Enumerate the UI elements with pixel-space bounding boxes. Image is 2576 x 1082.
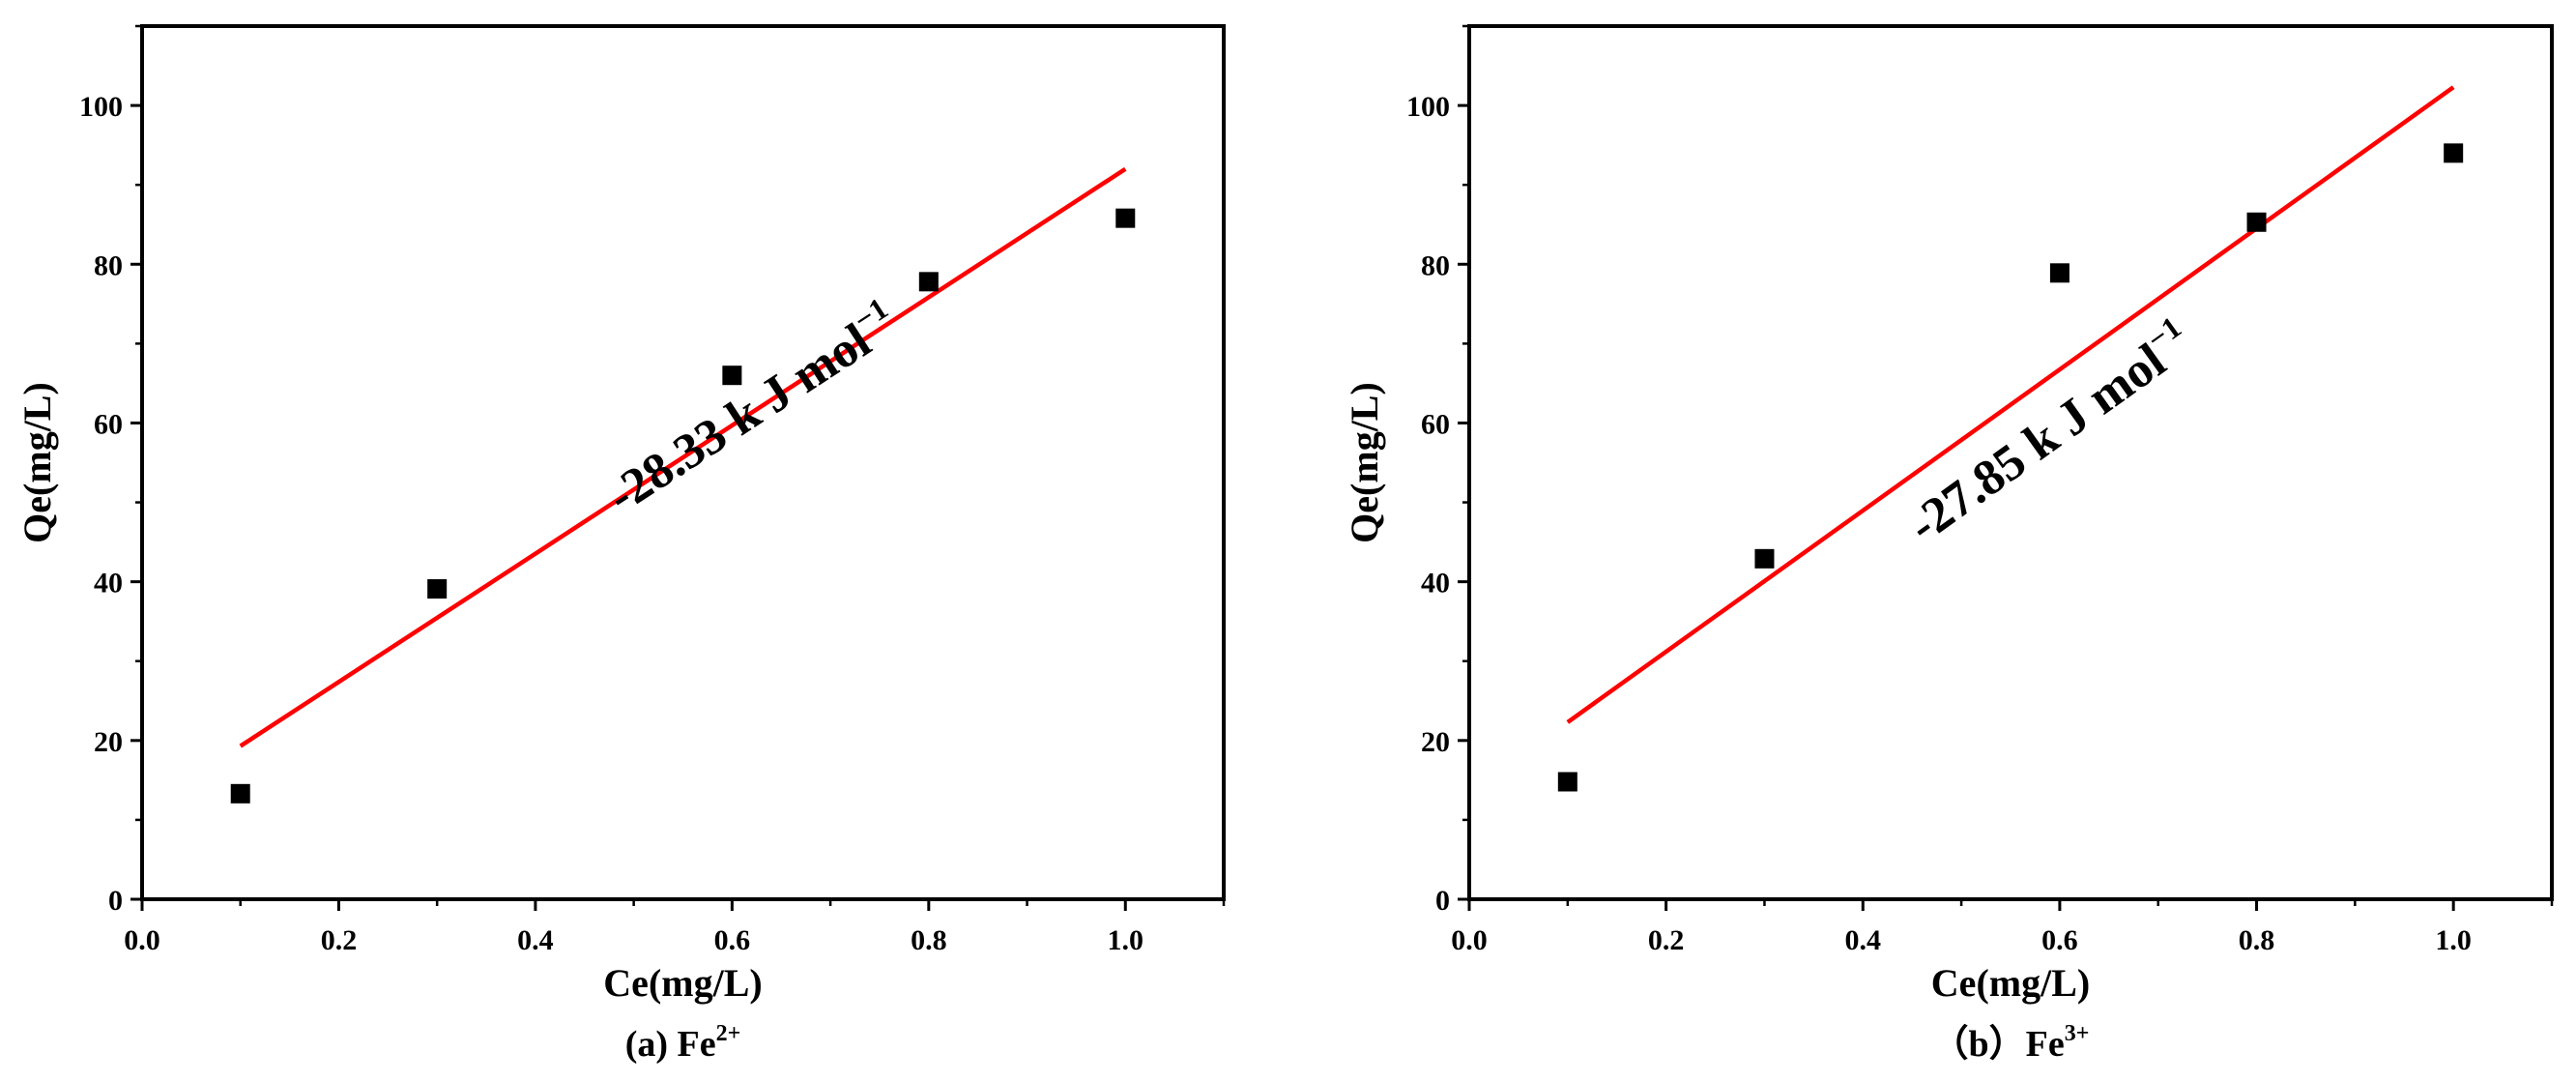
- data-point: [2246, 212, 2267, 232]
- y-tick-label: 80: [94, 249, 123, 281]
- chart-panel-1: 0.0 0.2 0.4 0.6 0.8 1.0 0 20 40 60 80 100 Ce(mg/L) Qe…: [15, 24, 1226, 1065]
- x-tick-label: 0.0: [1451, 924, 1488, 956]
- x-tick-label: 0.6: [2041, 924, 2078, 956]
- panel-caption-superscript: 3+: [2065, 1021, 2090, 1046]
- x-tick-label: 0.4: [1845, 924, 1882, 956]
- x-tick-label: 0.2: [321, 924, 358, 956]
- x-axis-title: Ce(mg/L): [603, 961, 762, 1005]
- y-tick-label: 0: [1435, 885, 1450, 917]
- data-point: [230, 783, 250, 804]
- y-axis-title: Qe(mg/L): [15, 382, 59, 543]
- plot-frame: [1467, 24, 2554, 901]
- panel-caption-prefix: （b）Fe: [1932, 1024, 2065, 1065]
- data-point: [427, 579, 448, 599]
- y-tick-label: 20: [94, 726, 123, 758]
- energy-annotation: -28.33 k J mol−1: [594, 290, 908, 524]
- data-point: [2049, 263, 2069, 283]
- y-tick-label: 60: [1421, 408, 1450, 440]
- y-tick-label: 0: [108, 885, 123, 917]
- x-tick-label: 1.0: [2435, 924, 2472, 956]
- y-tick-label: 60: [94, 408, 123, 440]
- data-point: [918, 272, 939, 292]
- x-tick-label: 0.0: [124, 924, 160, 956]
- energy-annotation-text: -28.33 k J mol: [597, 313, 880, 524]
- data-point: [1754, 548, 1775, 569]
- data-point: [1557, 772, 1577, 792]
- y-tick-label: 100: [1406, 91, 1450, 123]
- data-point: [2444, 143, 2464, 163]
- chart-panel-2: 0.0 0.2 0.4 0.6 0.8 1.0 0 20 40 60 80 100 Ce(mg/L) Qe…: [1343, 24, 2554, 1065]
- y-tick-label: 100: [79, 91, 123, 123]
- x-axis-title: Ce(mg/L): [1931, 961, 2090, 1005]
- energy-annotation: -27.85 k J mol−1: [1895, 309, 2202, 554]
- x-tick-label: 0.8: [911, 924, 947, 956]
- panel-caption-prefix: (a) Fe: [625, 1024, 716, 1065]
- x-tick-label: 1.0: [1108, 924, 1144, 956]
- panel-caption-superscript: 2+: [716, 1021, 741, 1046]
- y-axis-title: Qe(mg/L): [1343, 382, 1386, 543]
- y-tick-label: 40: [94, 568, 123, 599]
- y-tick-label: 40: [1421, 568, 1450, 599]
- y-tick-label: 20: [1421, 726, 1450, 758]
- x-tick-label: 0.8: [2239, 924, 2275, 956]
- panel-caption: （b）Fe3+: [1932, 1021, 2090, 1065]
- x-tick-label: 0.6: [714, 924, 751, 956]
- x-tick-label: 0.4: [517, 924, 554, 956]
- x-tick-label: 0.2: [1648, 924, 1685, 956]
- y-tick-label: 80: [1421, 249, 1450, 281]
- panel-caption: (a) Fe2+: [625, 1021, 741, 1065]
- fit-line: [239, 166, 1127, 748]
- data-point: [722, 366, 742, 386]
- data-point: [1115, 208, 1136, 228]
- fit-line: [1566, 85, 2455, 724]
- energy-annotation-text: -27.85 k J mol: [1898, 334, 2176, 554]
- plot-frame: [140, 24, 1226, 901]
